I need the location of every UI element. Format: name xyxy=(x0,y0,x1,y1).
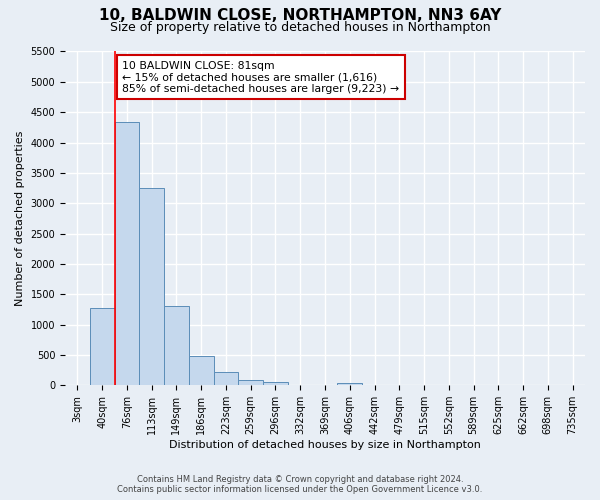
Bar xyxy=(115,122,139,385)
Y-axis label: Number of detached properties: Number of detached properties xyxy=(15,130,25,306)
Bar xyxy=(164,306,189,385)
Text: Size of property relative to detached houses in Northampton: Size of property relative to detached ho… xyxy=(110,21,490,34)
Bar xyxy=(238,380,263,385)
Bar xyxy=(337,383,362,385)
Text: 10 BALDWIN CLOSE: 81sqm
← 15% of detached houses are smaller (1,616)
85% of semi: 10 BALDWIN CLOSE: 81sqm ← 15% of detache… xyxy=(122,60,399,94)
Text: 10, BALDWIN CLOSE, NORTHAMPTON, NN3 6AY: 10, BALDWIN CLOSE, NORTHAMPTON, NN3 6AY xyxy=(99,8,501,22)
Bar xyxy=(214,372,238,385)
Bar xyxy=(189,356,214,385)
Bar xyxy=(263,382,288,385)
Bar xyxy=(90,308,115,385)
X-axis label: Distribution of detached houses by size in Northampton: Distribution of detached houses by size … xyxy=(169,440,481,450)
Bar xyxy=(139,188,164,385)
Text: Contains HM Land Registry data © Crown copyright and database right 2024.
Contai: Contains HM Land Registry data © Crown c… xyxy=(118,474,482,494)
